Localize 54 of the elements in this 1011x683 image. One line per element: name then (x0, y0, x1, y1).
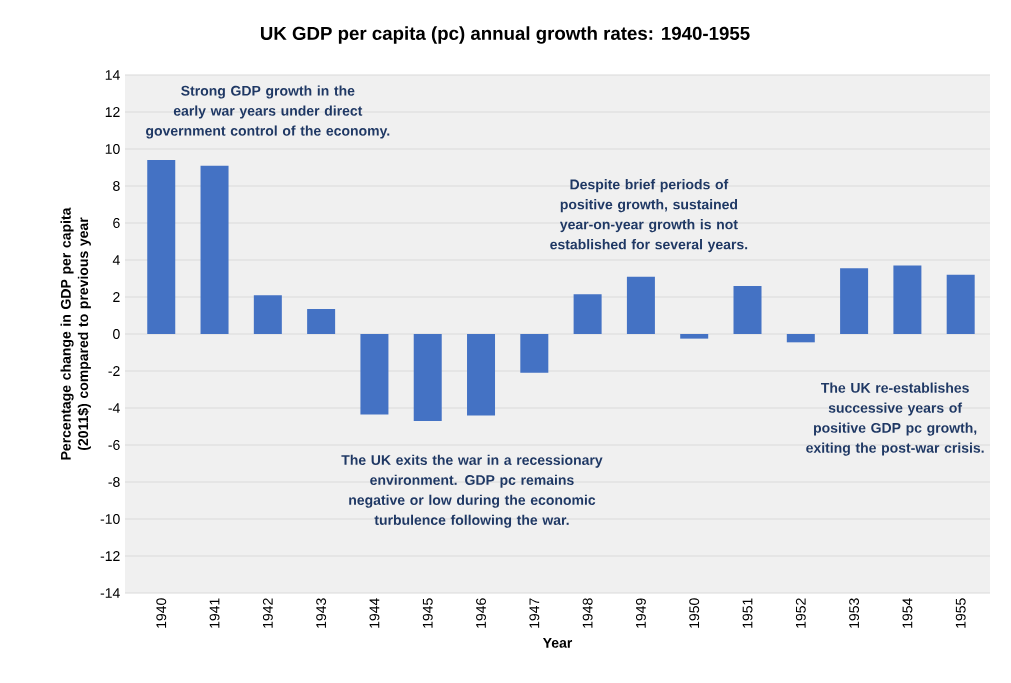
x-tick-label: 1940 (156, 598, 167, 628)
annotation: The UK re-establishes successive years of positive GDP pc growth, exiting the post-war crisis. (806, 382, 984, 456)
bar (840, 268, 869, 334)
chart-title: UK GDP per capita (pc) annual growth rates: 1940-1955 (260, 26, 750, 44)
y-tick-label: -6 (108, 440, 120, 450)
y-tick-label: 12 (105, 107, 120, 117)
x-tick-label: 1950 (689, 598, 700, 628)
x-tick-label: 1952 (795, 598, 806, 628)
bar (626, 276, 655, 334)
x-tick-label: 1953 (849, 598, 860, 628)
bar (893, 265, 922, 334)
bar (467, 334, 496, 416)
bar (360, 334, 389, 415)
bar (680, 334, 709, 339)
x-tick-label: 1951 (742, 598, 753, 628)
y-tick-label: -12 (100, 551, 120, 561)
x-axis-title: Year (542, 638, 573, 648)
annotation: Despite brief periods of positive growth, sustained year-on-year growth is not established for several years. (550, 179, 748, 253)
x-tick-label: 1944 (369, 598, 380, 628)
y-tick-label: 2 (113, 292, 120, 302)
x-tick-label: 1941 (209, 598, 220, 628)
bar (733, 285, 762, 334)
bar (520, 334, 549, 373)
y-tick-label: -2 (108, 366, 120, 376)
bar (200, 165, 229, 334)
bar (413, 334, 442, 421)
y-tick-label: 14 (105, 70, 120, 80)
x-tick-label: 1954 (902, 598, 913, 628)
y-tick-label: -8 (108, 477, 120, 487)
y-axis-title: Percentage change in GDP per capita (2011$) compared to previous year (60, 207, 91, 460)
annotation: The UK exits the war in a recessionary environment. GDP pc remains negative or low during the economic turbulence following the war. (341, 454, 603, 528)
y-tick-label: 4 (112, 255, 120, 265)
x-tick-label: 1947 (529, 598, 540, 628)
y-tick-label: 8 (113, 181, 120, 191)
annotation: Strong GDP growth in the early war years under direct government control of the economy. (146, 85, 390, 139)
x-tick-label: 1946 (476, 598, 486, 628)
bar (147, 160, 176, 334)
bar (946, 274, 975, 334)
y-tick-label: -4 (108, 403, 120, 413)
y-tick-label: -14 (100, 588, 120, 598)
x-tick-label: 1943 (316, 598, 327, 628)
bar (307, 309, 336, 334)
x-tick-label: 1955 (955, 598, 966, 628)
bar (573, 294, 602, 334)
y-tick-label: 0 (113, 329, 120, 339)
y-tick-label: -10 (100, 514, 120, 524)
x-tick-label: 1945 (422, 598, 433, 628)
y-tick-label: 10 (105, 144, 120, 154)
x-tick-label: 1942 (262, 598, 273, 628)
y-tick-label: 6 (113, 218, 120, 228)
x-tick-label: 1948 (582, 598, 593, 628)
bar (253, 295, 282, 334)
x-tick-label: 1949 (635, 598, 646, 628)
bar (786, 334, 815, 343)
